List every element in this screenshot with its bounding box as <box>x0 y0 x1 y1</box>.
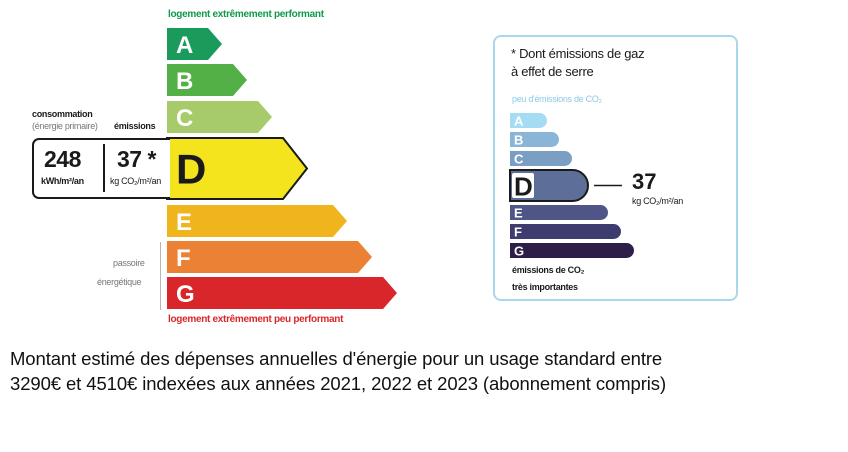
energy-class-b-label: B <box>176 68 193 95</box>
current-rating-box <box>32 138 170 199</box>
consumption-label: consommation <box>32 109 93 119</box>
ges-class-c-bar <box>510 151 572 166</box>
consumption-value: 248 <box>44 146 81 172</box>
energy-class-g-label: G <box>176 281 195 308</box>
ges-best-caption: peu d'émissions de CO₂ <box>512 94 602 104</box>
passoire-sublabel: énergétique <box>97 277 142 287</box>
ges-current-letter-backing <box>512 173 534 198</box>
ges-class-e-bar <box>510 205 609 220</box>
energy-class-c-label: C <box>176 105 193 132</box>
energy-class-b-arrow <box>167 64 247 96</box>
ges-class-b-bar <box>510 132 560 147</box>
consumption-sublabel: (énergie primaire) <box>32 121 98 131</box>
rating-box-separator <box>103 144 105 192</box>
consumption-unit: kWh/m²/an <box>41 176 84 186</box>
worst-class-caption: logement extrêmement peu performant <box>168 314 344 325</box>
energy-class-f-label: F <box>176 245 191 272</box>
ges-class-g-label: G <box>514 244 524 259</box>
energy-class-a-arrow <box>167 28 222 60</box>
best-class-caption: logement extrêmement performant <box>168 9 324 20</box>
energy-class-a-label: A <box>176 32 193 59</box>
ges-class-d-label: D <box>514 172 533 202</box>
annual-cost-line-1: Montant estimé des dépenses annuelles d'… <box>10 348 663 369</box>
passoire-divider <box>160 242 161 310</box>
passoire-label: passoire <box>113 258 145 268</box>
energy-class-f-arrow <box>167 241 372 273</box>
ges-unit: kg CO₂/m²/an <box>632 196 683 206</box>
annual-cost-line-2: 3290€ et 4510€ indexées aux années 2021,… <box>10 373 667 394</box>
energy-class-e-arrow <box>167 205 347 237</box>
energy-class-e-label: E <box>176 209 192 236</box>
energy-class-c-arrow <box>167 101 272 133</box>
ges-worst-caption-2: très importantes <box>512 282 578 292</box>
energy-class-d-label: D <box>176 146 206 193</box>
emissions-unit: kg CO₂/m²/an <box>110 176 161 186</box>
emissions-value: 37 * <box>117 146 156 172</box>
ges-value: 37 <box>632 169 657 194</box>
ges-class-b-label: B <box>514 133 523 148</box>
ges-class-e-label: E <box>514 206 523 221</box>
ges-class-f-label: F <box>514 225 522 240</box>
annual-cost-estimate: Montant estimé des dépenses annuelles d'… <box>10 346 840 396</box>
ges-panel <box>493 35 738 301</box>
emissions-label: émissions <box>114 121 156 131</box>
ges-panel-title: * Dont émissions de gaz <box>511 46 645 61</box>
ges-worst-caption: émissions de CO₂ <box>512 265 585 275</box>
ges-class-g-bar <box>510 243 635 258</box>
ges-class-a-bar <box>510 113 547 128</box>
ges-class-c-label: C <box>514 152 524 167</box>
ges-panel-subtitle: à effet de serre <box>511 64 594 79</box>
ges-class-f-bar <box>510 224 621 239</box>
energy-class-g-arrow <box>167 277 397 309</box>
ges-class-a-label: A <box>514 114 524 129</box>
